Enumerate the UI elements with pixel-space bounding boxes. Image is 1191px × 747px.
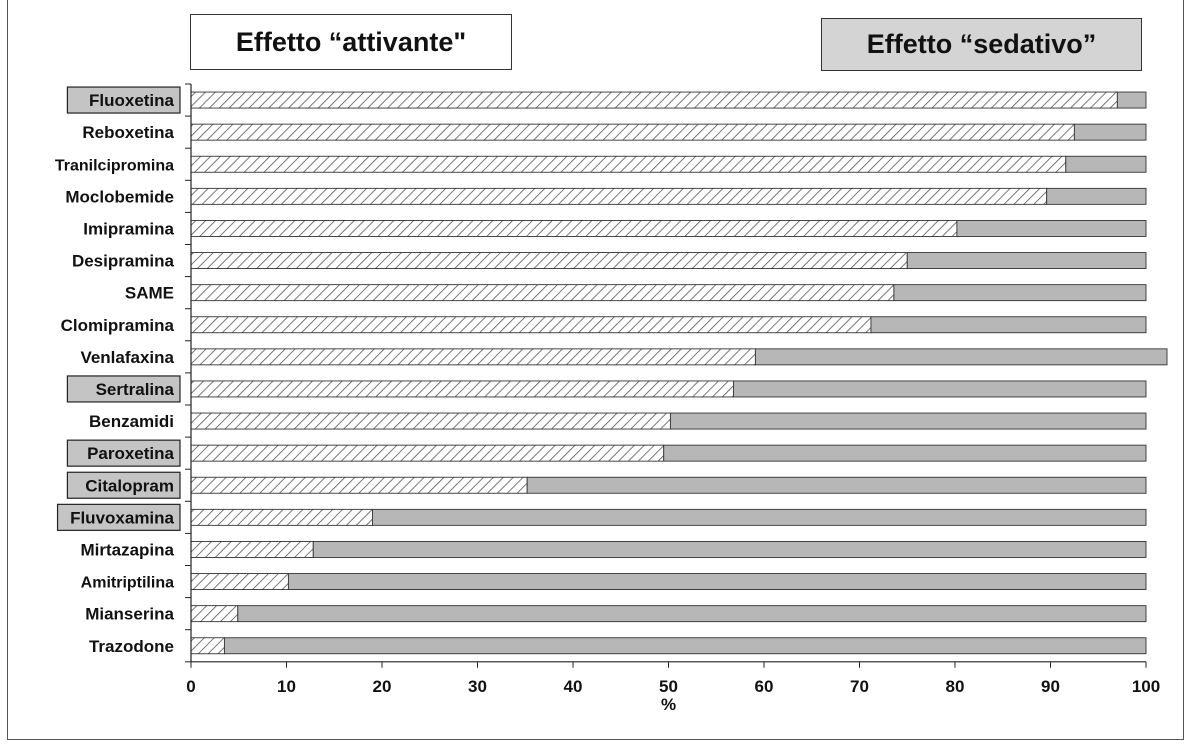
x-tick-label: 40: [564, 677, 583, 696]
category-label: Reboxetina: [82, 123, 174, 142]
bar-sedative-paroxetina: [663, 444, 1147, 462]
category-label: Moclobemide: [65, 187, 174, 206]
category-label: Sertralina: [96, 380, 175, 399]
x-tick-label: 100: [1132, 677, 1160, 696]
bar-activating-mirtazapina: [190, 541, 314, 558]
highlight-box-sertralina: [66, 375, 181, 403]
bar-sedative-fluvoxamina: [372, 508, 1147, 526]
bar-sedative-fluoxetina: [1116, 91, 1147, 109]
bar-sedative-trazodone: [223, 637, 1147, 655]
category-label: Mirtazapina: [80, 540, 174, 559]
bar-sedative-tranilcipromina: [1065, 155, 1147, 173]
bar-sedative-imipramina: [956, 219, 1147, 237]
x-axis-title: %: [661, 695, 676, 714]
bar-activating-benzamidi: [190, 412, 671, 430]
category-label: Mianserina: [85, 605, 174, 624]
bar-activating-imipramina: [190, 219, 958, 237]
bar-sedative-mirtazapina: [312, 541, 1147, 558]
bar-activating-citalopram: [190, 476, 528, 494]
highlight-box-fluoxetina: [66, 86, 181, 114]
category-label: Benzamidi: [89, 412, 174, 431]
x-tick-label: 30: [468, 677, 487, 696]
bar-sedative-venlafaxina: [754, 348, 1168, 366]
highlight-box-citalopram: [66, 471, 181, 499]
category-label: Fluoxetina: [89, 91, 175, 110]
bar-activating-moclobemide: [190, 187, 1048, 205]
category-label: Venlafaxina: [80, 348, 174, 367]
x-tick-label: 60: [755, 677, 774, 696]
category-label: Fluvoxamina: [70, 508, 174, 527]
category-label: Paroxetina: [87, 444, 174, 463]
bar-activating-fluoxetina: [190, 91, 1118, 109]
x-tick-label: 80: [946, 677, 965, 696]
bar-sedative-amitriptilina: [287, 573, 1147, 590]
category-label: Citalopram: [85, 476, 174, 495]
bar-sedative-mianserina: [237, 605, 1147, 623]
category-label: Amitriptilina: [81, 575, 174, 592]
bar-activating-sertralina: [190, 380, 734, 398]
bar-activating-trazodone: [190, 637, 225, 655]
bar-activating-tranilcipromina: [190, 155, 1067, 173]
x-tick-label: 10: [277, 677, 296, 696]
x-tick-label: 90: [1041, 677, 1060, 696]
bar-activating-clomipramina: [190, 316, 872, 334]
bar-activating-reboxetina: [190, 123, 1075, 141]
category-label: Imipramina: [83, 219, 174, 238]
bar-sedative-desipramina: [906, 252, 1147, 270]
bar-sedative-moclobemide: [1046, 187, 1147, 205]
category-label: SAME: [125, 284, 174, 303]
bar-sedative-clomipramina: [870, 316, 1147, 334]
chart-frame: [7, 0, 1184, 740]
bar-sedative-benzamidi: [669, 412, 1147, 430]
bar-activating-amitriptilina: [190, 573, 289, 590]
highlight-box-fluvoxamina: [56, 503, 181, 531]
bar-activating-desipramina: [190, 252, 908, 270]
bar-activating-paroxetina: [190, 444, 665, 462]
bar-activating-same: [190, 284, 895, 302]
x-tick-label: 0: [186, 677, 195, 696]
x-tick-label: 20: [373, 677, 392, 696]
category-label: Tranilcipromina: [55, 157, 174, 174]
bar-activating-mianserina: [190, 605, 239, 623]
bar-sedative-citalopram: [526, 476, 1147, 494]
legend-activating-effect: Effetto “attivante": [190, 14, 512, 70]
bar-sedative-same: [893, 284, 1147, 302]
category-label: Trazodone: [89, 637, 174, 656]
category-label: Desipramina: [72, 252, 175, 271]
bar-activating-venlafaxina: [190, 348, 756, 366]
x-tick-label: 70: [850, 677, 869, 696]
bar-sedative-reboxetina: [1073, 123, 1147, 141]
highlight-box-paroxetina: [66, 439, 181, 467]
legend-sedative-effect: Effetto “sedativo”: [821, 18, 1142, 71]
x-tick-label: 50: [659, 677, 678, 696]
bar-activating-fluvoxamina: [190, 508, 373, 526]
category-label: Clomipramina: [61, 316, 175, 335]
bar-sedative-sertralina: [732, 380, 1147, 398]
